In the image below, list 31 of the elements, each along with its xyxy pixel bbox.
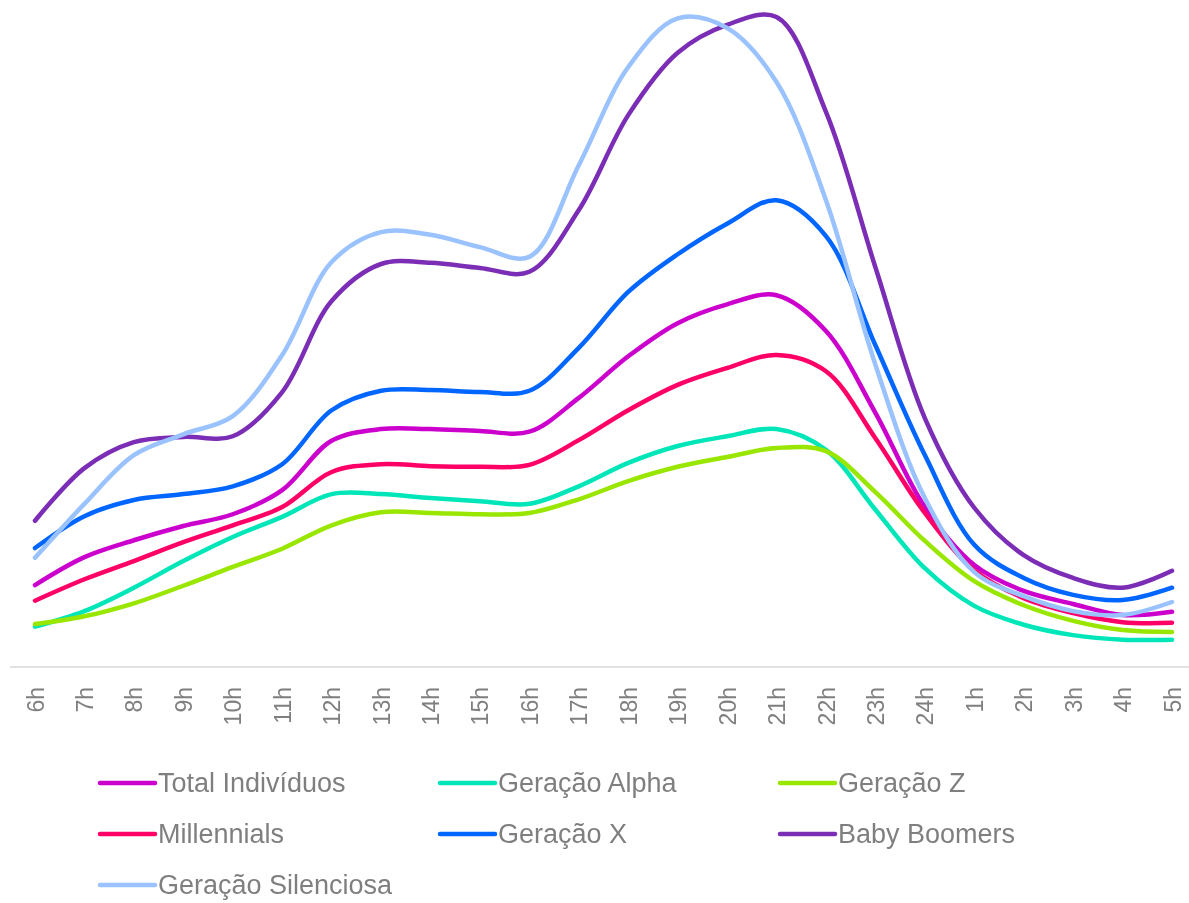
x-tick-label: 6h (22, 687, 49, 713)
legend-label: Baby Boomers (838, 819, 1016, 850)
x-tick-label: 10h (220, 687, 247, 726)
x-tick-label: 19h (665, 687, 692, 726)
legend-label: Total Indivíduos (158, 768, 346, 799)
x-tick-label: 18h (615, 687, 642, 726)
x-tick-label: 7h (71, 687, 98, 713)
x-tick-label: 23h (862, 687, 889, 726)
legend-label: Geração Silenciosa (158, 870, 394, 901)
x-tick-label: 21h (764, 687, 791, 726)
x-tick-label: 20h (714, 687, 741, 726)
x-tick-label: 12h (319, 687, 346, 726)
x-tick-label: 3h (1060, 687, 1087, 713)
x-tick-label: 24h (912, 687, 939, 726)
x-tick-label: 16h (516, 687, 543, 726)
legend-label: Geração X (498, 819, 628, 850)
x-tick-label: 8h (121, 687, 148, 713)
legend-label: Geração Z (838, 768, 966, 799)
x-tick-label: 13h (368, 687, 395, 726)
x-tick-label: 17h (566, 687, 593, 726)
x-tick-label: 5h (1159, 687, 1186, 713)
x-tick-label: 22h (813, 687, 840, 726)
x-tick-label: 9h (170, 687, 197, 713)
x-tick-label: 15h (467, 687, 494, 726)
x-tick-label: 14h (418, 687, 445, 726)
x-tick-label: 1h (961, 687, 988, 713)
x-tick-label: 11h (269, 687, 296, 724)
legend-label: Millennials (158, 819, 285, 850)
legend-label: Geração Alpha (498, 768, 678, 799)
x-tick-label: 2h (1011, 687, 1038, 713)
x-tick-label: 4h (1110, 687, 1137, 713)
